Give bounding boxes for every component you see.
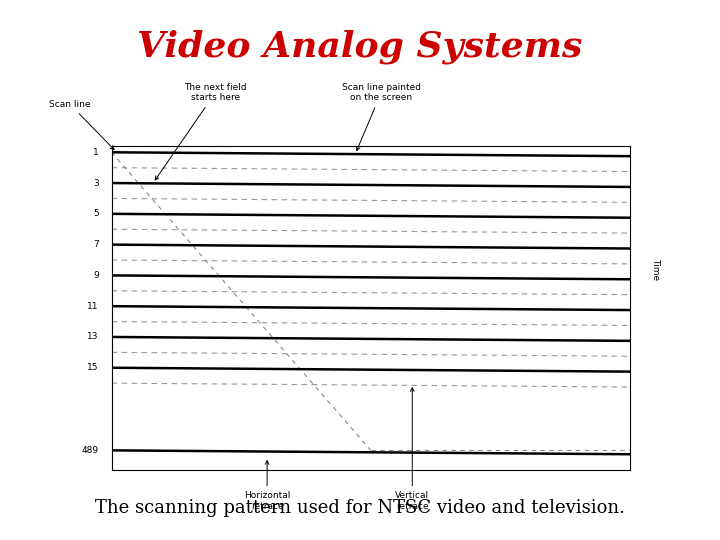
Text: Scan line: Scan line [50, 100, 114, 150]
Text: 7: 7 [93, 240, 99, 249]
Text: Vertical
retrace: Vertical retrace [395, 388, 429, 511]
Text: 13: 13 [87, 333, 99, 341]
Text: The scanning pattern used for NTSC video and television.: The scanning pattern used for NTSC video… [95, 498, 625, 517]
Text: Time: Time [651, 258, 660, 280]
Text: 9: 9 [93, 271, 99, 280]
Text: 1: 1 [93, 148, 99, 157]
Text: 489: 489 [81, 446, 99, 455]
Text: 3: 3 [93, 179, 99, 187]
Text: The next field
starts here: The next field starts here [156, 83, 246, 180]
Text: Video Analog Systems: Video Analog Systems [138, 30, 582, 64]
Text: 15: 15 [87, 363, 99, 372]
Text: 5: 5 [93, 210, 99, 218]
Text: 11: 11 [87, 302, 99, 310]
Text: Horizontal
retrace: Horizontal retrace [244, 461, 290, 511]
Text: Scan line painted
on the screen: Scan line painted on the screen [342, 83, 420, 151]
